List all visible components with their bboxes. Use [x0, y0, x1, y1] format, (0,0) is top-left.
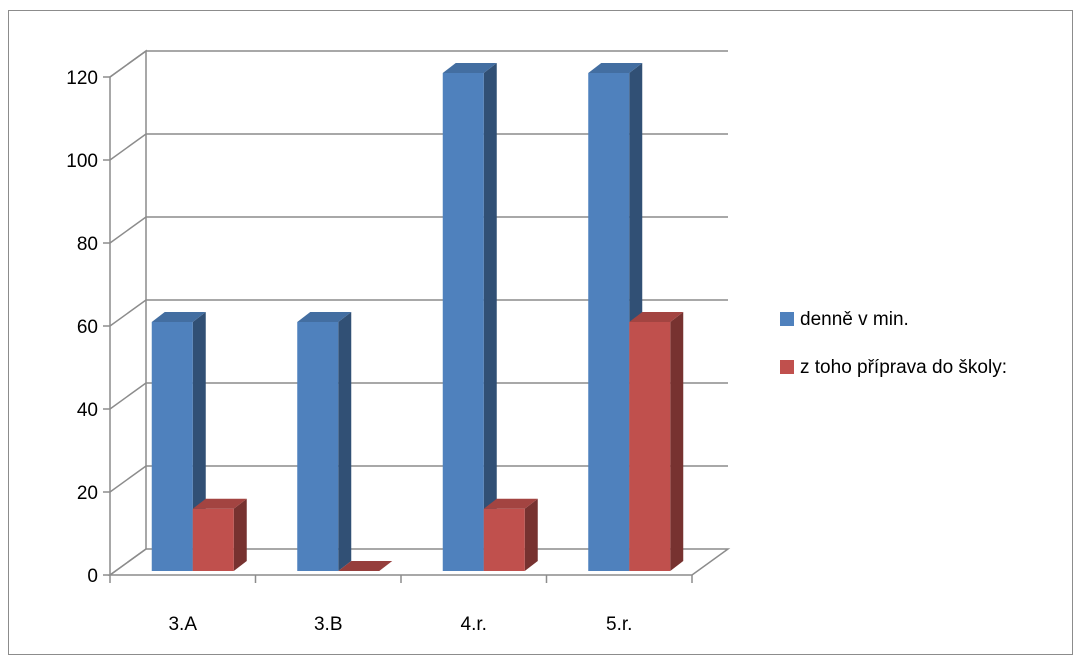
- floor: [107, 548, 731, 576]
- bar-front: [192, 508, 234, 571]
- bar: [629, 312, 684, 571]
- legend-item: z toho příprava do školy:: [780, 357, 1007, 378]
- y-tick-label: 60: [77, 317, 98, 338]
- gridline: [109, 299, 728, 327]
- bar: [442, 63, 497, 571]
- gridlines: [109, 50, 728, 493]
- bar-front: [297, 322, 339, 571]
- axes: [103, 76, 693, 583]
- y-tick-label: 80: [77, 234, 98, 255]
- bar: [338, 561, 393, 571]
- bar-top: [442, 63, 497, 73]
- x-tick-labels: 3.A 3.B 4.r. 5.r.: [168, 614, 632, 635]
- bar-side: [524, 498, 538, 571]
- legend-item: denně v min.: [780, 309, 909, 330]
- y-tick-label: 0: [87, 566, 98, 587]
- bar-top: [338, 561, 393, 571]
- gridline: [109, 50, 728, 78]
- bar-front: [483, 508, 525, 571]
- bar-side: [338, 312, 352, 571]
- bar-top: [588, 63, 643, 73]
- x-tick-label: 3.A: [168, 614, 197, 635]
- bar-front: [629, 322, 671, 571]
- y-tick-label: 40: [77, 400, 98, 421]
- x-tick-label: 3.B: [314, 614, 343, 635]
- legend-label: denně v min.: [800, 309, 909, 330]
- bar-front: [442, 73, 484, 571]
- y-tick-label: 20: [77, 483, 98, 504]
- y-tick-label: 100: [66, 151, 98, 172]
- bar: [192, 498, 247, 571]
- y-tick-label: 120: [66, 68, 98, 89]
- x-tick-label: 5.r.: [606, 614, 632, 635]
- gridline: [109, 382, 728, 410]
- y-tick-labels: 0 20 40 60 80 100 120: [66, 68, 98, 587]
- gridline: [109, 133, 728, 161]
- x-tick-label: 4.r.: [461, 614, 487, 635]
- legend: denně v min. z toho příprava do školy:: [780, 309, 1007, 378]
- bar-top: [297, 312, 352, 322]
- bar-side: [483, 63, 497, 571]
- gridline: [109, 465, 728, 493]
- bar-side: [233, 498, 247, 571]
- bar: [483, 498, 538, 571]
- legend-swatch: [780, 312, 794, 326]
- bar-top: [629, 312, 684, 322]
- legend-swatch: [780, 360, 794, 374]
- bars: [151, 63, 684, 571]
- gridline: [109, 216, 728, 244]
- bar-front: [588, 73, 630, 571]
- bar-front: [151, 322, 193, 571]
- bar: [297, 312, 352, 571]
- bar-top: [192, 498, 247, 509]
- legend-label: z toho příprava do školy:: [800, 357, 1007, 378]
- bar-top: [151, 312, 206, 322]
- bar-top: [483, 498, 538, 509]
- bar-side: [670, 312, 684, 571]
